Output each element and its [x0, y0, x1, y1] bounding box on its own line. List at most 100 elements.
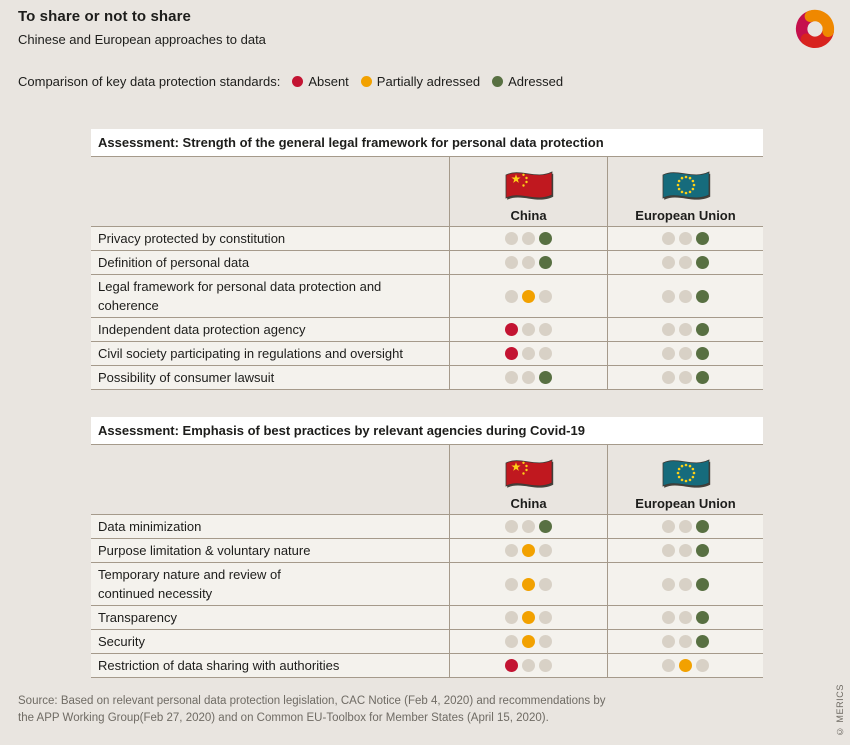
rating-dot-addressed: [696, 520, 709, 533]
rating-dot-inactive: [679, 371, 692, 384]
rating-dot-inactive: [522, 232, 535, 245]
table-row: Transparency: [91, 606, 763, 630]
table-row: Security: [91, 630, 763, 654]
rating-cell-china: [449, 251, 607, 274]
legend-item-partially-adressed: Partially adressed: [360, 74, 480, 89]
rating-dot-inactive: [679, 544, 692, 557]
criterion-label: Definition of personal data: [98, 255, 250, 270]
rating-cell-eu: [607, 275, 763, 317]
criterion-label: Restriction of data sharing with authori…: [98, 658, 340, 673]
rating-cell-china: [449, 563, 607, 605]
rating-dot-inactive: [662, 289, 675, 303]
rating-dot-inactive: [522, 323, 535, 336]
rating-dot-addressed: [696, 256, 709, 269]
merics-logo-icon: [795, 9, 835, 48]
rating-dot-inactive: [696, 659, 709, 672]
table-row: Independent data protection agency: [91, 318, 763, 342]
rating-dot-inactive: [662, 659, 675, 672]
rating-dot-addressed: [696, 323, 709, 336]
assessment-header-bar: Assessment: Emphasis of best practices b…: [91, 417, 763, 445]
rating-dot-inactive: [522, 256, 535, 269]
criterion-label: Independent data protection agency: [98, 322, 306, 337]
criterion-label: Privacy protected by constitution: [98, 231, 286, 246]
column-header-eu: European Union: [607, 445, 763, 514]
rating-cell-china: [449, 654, 607, 677]
rating-dot-addressed: [696, 611, 709, 624]
criterion-label: Possibility of consumer lawsuit: [98, 370, 275, 385]
rating-dot-inactive: [662, 544, 675, 557]
legend-item-absent: Absent: [292, 74, 349, 89]
column-header-row: China European Union: [91, 157, 763, 227]
rating-dot-inactive: [662, 323, 675, 336]
column-header-row: China European Union: [91, 445, 763, 515]
rating-dot-inactive: [662, 520, 675, 533]
rating-dot-addressed: [696, 544, 709, 557]
assessment-table-covid-practices: Assessment: Emphasis of best practices b…: [91, 417, 763, 678]
column-label-china: China: [510, 496, 547, 511]
table-row: Civil society participating in regulatio…: [91, 342, 763, 366]
rating-dot-inactive: [662, 256, 675, 269]
rating-dot-absent: [505, 659, 518, 672]
column-header-eu: European Union: [607, 157, 763, 226]
legend: Comparison of key data protection standa…: [18, 74, 563, 89]
rating-dot-inactive: [679, 289, 692, 303]
rating-dot-inactive: [539, 659, 552, 672]
column-label-china: China: [510, 208, 547, 223]
eu-flag-icon: [662, 459, 710, 488]
rating-cell-eu: [607, 539, 763, 562]
rating-cell-china: [449, 515, 607, 538]
criterion-label: Purpose limitation & voluntary nature: [98, 543, 311, 558]
rating-cell-china: [449, 606, 607, 629]
rating-dot-inactive: [505, 577, 518, 591]
rating-dot-inactive: [522, 659, 535, 672]
criterion-label: Civil society participating in regulatio…: [98, 346, 403, 361]
rating-cell-eu: [607, 654, 763, 677]
adressed-dot-icon: [492, 76, 504, 87]
legend-item-adressed: Adressed: [492, 74, 563, 89]
page-subtitle: Chinese and European approaches to data: [18, 32, 266, 47]
absent-dot-icon: [292, 76, 304, 87]
rating-dot-partial: [522, 611, 535, 624]
rating-dot-inactive: [679, 611, 692, 624]
source-line: Source: Based on relevant personal data …: [18, 695, 606, 707]
rating-dot-inactive: [505, 544, 518, 557]
rating-dot-addressed: [696, 371, 709, 384]
criterion-label: Temporary nature and review of continued …: [98, 567, 281, 601]
rating-cell-eu: [607, 342, 763, 365]
partially-adressed-dot-icon: [360, 76, 372, 87]
table-row: Definition of personal data: [91, 251, 763, 275]
rating-dot-addressed: [539, 232, 552, 245]
rating-dot-partial: [522, 635, 535, 648]
rating-cell-eu: [607, 563, 763, 605]
rating-cell-eu: [607, 227, 763, 250]
rating-dot-inactive: [679, 577, 692, 591]
rating-dot-inactive: [522, 371, 535, 384]
rating-cell-china: [449, 630, 607, 653]
rating-cell-eu: [607, 606, 763, 629]
rating-dot-inactive: [679, 347, 692, 360]
rating-dot-inactive: [505, 520, 518, 533]
criterion-label: Transparency: [98, 610, 177, 625]
rating-cell-china: [449, 318, 607, 341]
rating-dot-inactive: [539, 611, 552, 624]
page-title: To share or not to share: [18, 8, 191, 25]
criterion-label: Data minimization: [98, 519, 202, 534]
rating-cell-china: [449, 227, 607, 250]
rating-dot-absent: [505, 347, 518, 360]
rating-dot-inactive: [539, 635, 552, 648]
rating-dot-addressed: [539, 371, 552, 384]
rating-dot-addressed: [539, 256, 552, 269]
rating-dot-partial: [522, 577, 535, 591]
masthead: To share or not to share Chinese and Eur…: [18, 8, 266, 47]
rating-cell-eu: [607, 515, 763, 538]
table-row: Purpose limitation & voluntary nature: [91, 539, 763, 563]
rating-dot-addressed: [539, 520, 552, 533]
rating-cell-china: [449, 342, 607, 365]
rating-dot-addressed: [696, 232, 709, 245]
column-header-china: China: [449, 445, 607, 514]
column-header-china: China: [449, 157, 607, 226]
rating-dot-addressed: [696, 347, 709, 360]
rating-dot-addressed: [696, 289, 709, 303]
rating-cell-eu: [607, 318, 763, 341]
